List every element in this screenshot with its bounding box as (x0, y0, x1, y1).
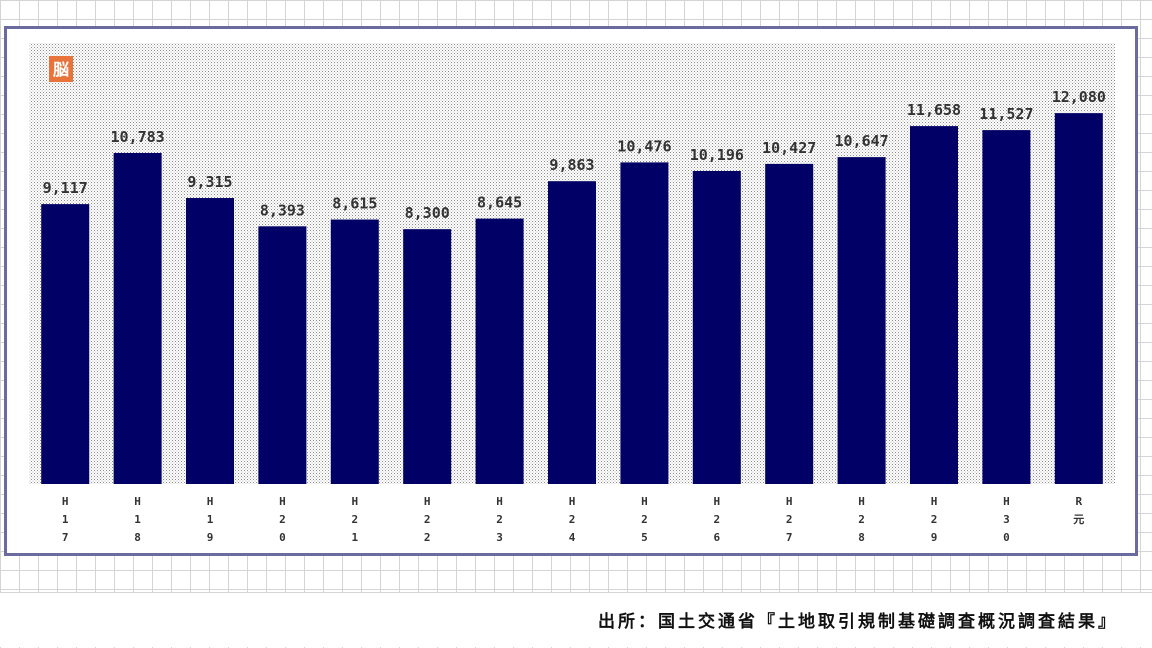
value-label-H29: 11,658 (907, 101, 961, 119)
value-label-H27: 10,427 (762, 139, 816, 157)
value-label-H25: 10,476 (617, 137, 671, 155)
bar-H30 (982, 130, 1031, 484)
value-label-H20: 8,393 (260, 201, 305, 219)
footer-band (0, 592, 1152, 647)
value-label-H18: 10,783 (111, 128, 165, 146)
value-label-H23: 8,645 (477, 194, 522, 212)
value-label-H22: 8,300 (405, 204, 450, 222)
value-label-R元: 12,080 (1052, 88, 1106, 106)
badge-glyph: 脳 (53, 60, 69, 79)
bar-H22 (403, 229, 452, 484)
bar-H27 (765, 163, 814, 484)
value-label-H30: 11,527 (979, 105, 1033, 123)
value-label-H24: 9,863 (549, 156, 594, 174)
value-label-H19: 9,315 (187, 173, 232, 191)
value-label-H26: 10,196 (690, 146, 744, 164)
value-label-H17: 9,117 (43, 179, 88, 197)
bar-H20 (258, 226, 307, 484)
value-label-H28: 10,647 (835, 132, 889, 150)
bar-chart: 脳 9,117 10,783 9,315 8,393 8,615 8,300 8,645 9,… (29, 43, 1115, 544)
value-label-H21: 8,615 (332, 195, 377, 213)
bar-H17 (41, 204, 90, 484)
bar-H21 (330, 219, 379, 484)
bar-H23 (475, 218, 524, 484)
bar-H18 (113, 152, 162, 484)
source-note: 出所：国土交通省『土地取引規制基礎調査概況調査結果』 (598, 612, 1118, 632)
chart-frame: 脳 9,117 10,783 9,315 8,393 8,615 8,300 8,645 9,… (4, 26, 1138, 556)
bar-H24 (548, 181, 596, 484)
bar-H28 (837, 157, 886, 485)
bar-H29 (910, 126, 958, 485)
badge-icon: 脳 (49, 56, 73, 82)
bar-H25 (620, 162, 669, 485)
bar-R元 (1054, 113, 1103, 485)
bar-H26 (692, 170, 741, 485)
bar-H19 (186, 198, 234, 485)
